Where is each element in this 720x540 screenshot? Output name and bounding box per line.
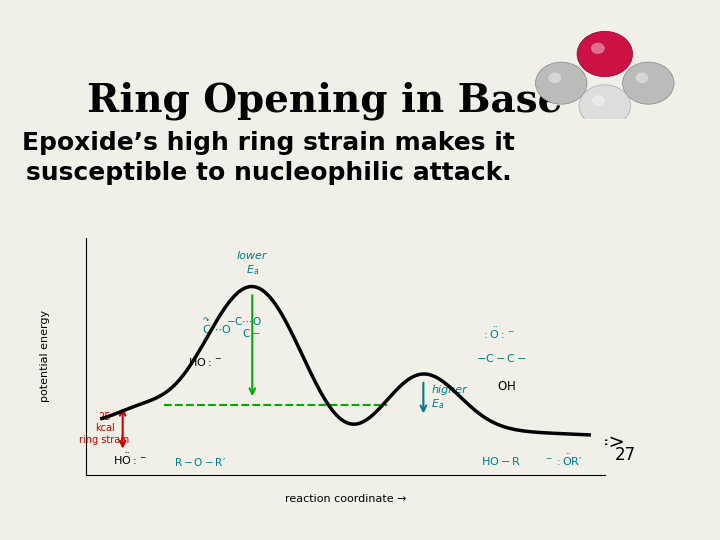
Text: $\mathregular{-C - C-}$: $\mathregular{-C - C-}$ — [476, 352, 526, 365]
Text: $\mathregular{:\ddot{O}:^-}$: $\mathregular{:\ddot{O}:^-}$ — [482, 325, 516, 341]
Text: Epoxide’s high ring strain makes it
susceptible to nucleophilic attack.: Epoxide’s high ring strain makes it susc… — [22, 131, 515, 185]
Text: $\mathregular{HO - R}$: $\mathregular{HO - R}$ — [481, 455, 521, 467]
Circle shape — [549, 73, 562, 83]
Text: reaction coordinate →: reaction coordinate → — [285, 494, 406, 504]
Text: lower
$E_a$: lower $E_a$ — [237, 251, 268, 276]
Circle shape — [592, 96, 605, 106]
Circle shape — [577, 31, 633, 77]
Text: $\mathregular{\overset{\curvearrowright}{C} \cdots O}$: $\mathregular{\overset{\curvearrowright}… — [201, 316, 231, 336]
Text: $\mathregular{-C \cdots O}$: $\mathregular{-C \cdots O}$ — [226, 315, 262, 327]
Circle shape — [623, 62, 674, 104]
Text: $\mathregular{^-:\ddot{O}R\prime}$: $\mathregular{^-:\ddot{O}R\prime}$ — [544, 453, 582, 468]
Circle shape — [536, 62, 587, 104]
Circle shape — [636, 73, 648, 83]
Text: Chapter 14: Chapter 14 — [308, 450, 385, 464]
Circle shape — [591, 43, 605, 54]
Text: higher
$E_a$: higher $E_a$ — [431, 385, 467, 411]
Text: 27: 27 — [615, 446, 636, 464]
Text: 25
kcal
ring strain: 25 kcal ring strain — [79, 411, 130, 445]
Text: $\mathregular{OH}$: $\mathregular{OH}$ — [497, 380, 516, 393]
Text: $\mathregular{H\ddot{O}:^-}$: $\mathregular{H\ddot{O}:^-}$ — [113, 452, 148, 467]
Text: $\mathregular{HO:^-}$: $\mathregular{HO:^-}$ — [189, 356, 223, 368]
Text: Ring Opening in Base: Ring Opening in Base — [86, 82, 562, 120]
Text: =>: => — [593, 433, 626, 451]
Text: $\mathregular{C-}$: $\mathregular{C-}$ — [242, 327, 261, 339]
Circle shape — [579, 85, 631, 127]
Text: potential energy: potential energy — [40, 310, 50, 402]
Text: $\mathregular{R - O - R\prime}$: $\mathregular{R - O - R\prime}$ — [174, 456, 227, 468]
